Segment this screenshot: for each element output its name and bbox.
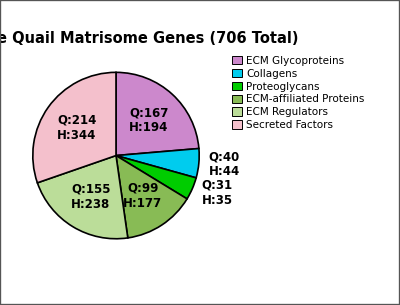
Text: Q:167
H:194: Q:167 H:194: [129, 106, 168, 134]
Wedge shape: [116, 156, 196, 199]
Text: Q:31
H:35: Q:31 H:35: [202, 179, 233, 207]
Text: Q:40
H:44: Q:40 H:44: [209, 150, 240, 178]
Legend: ECM Glycoproteins, Collagens, Proteoglycans, ECM-affiliated Proteins, ECM Regula: ECM Glycoproteins, Collagens, Proteoglyc…: [229, 52, 368, 133]
Wedge shape: [116, 149, 199, 178]
Wedge shape: [33, 72, 116, 183]
Text: Q:214
H:344: Q:214 H:344: [57, 113, 96, 142]
Text: Q:99
H:177: Q:99 H:177: [123, 182, 162, 210]
Title: Japanese Quail Matrisome Genes (706 Total): Japanese Quail Matrisome Genes (706 Tota…: [0, 31, 299, 46]
Wedge shape: [116, 156, 187, 238]
Wedge shape: [116, 72, 199, 156]
Wedge shape: [37, 156, 128, 239]
Text: Q:155
H:238: Q:155 H:238: [71, 183, 111, 211]
